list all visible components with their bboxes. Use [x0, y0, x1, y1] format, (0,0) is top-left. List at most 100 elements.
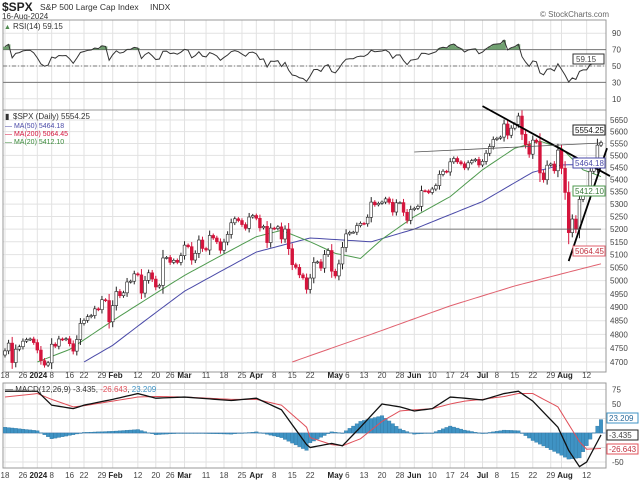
candle-body — [286, 228, 291, 250]
candle-body — [21, 340, 25, 348]
macd-histogram-bar — [491, 431, 496, 434]
candle-body — [143, 280, 147, 294]
candle — [154, 275, 158, 291]
x-tick-label: 15 — [510, 371, 519, 380]
macd-histogram-bar — [534, 432, 539, 443]
candle — [337, 259, 341, 281]
candle — [376, 201, 381, 207]
candle — [383, 196, 388, 205]
macd-histogram-bar — [196, 432, 201, 434]
candle — [179, 252, 183, 266]
macd-histogram-bar — [437, 430, 442, 434]
candle-body — [523, 133, 528, 145]
price-tick-label: 5350 — [610, 188, 628, 197]
candle-body — [265, 226, 269, 243]
macd-histogram-bar — [53, 432, 58, 439]
candle-body — [290, 248, 294, 266]
axes: 181826262024202488161622222929FebFeb1212… — [1, 29, 629, 480]
x-tick-label: 18 — [220, 371, 229, 380]
candle-body — [527, 144, 531, 155]
candle — [222, 238, 226, 254]
x-tick-label: 15 — [288, 371, 297, 380]
candle — [164, 256, 169, 260]
macd-histogram-bar — [85, 432, 90, 434]
candle — [118, 289, 122, 299]
x-tick-label: 22 — [528, 371, 537, 380]
candle-body — [373, 201, 377, 206]
candle-body — [186, 244, 190, 247]
macd-histogram-bar — [125, 430, 130, 434]
macd-histogram-bar — [390, 423, 395, 434]
candle — [538, 133, 542, 182]
x-tick-label: 16 — [65, 371, 74, 380]
candle-body — [484, 152, 488, 162]
macd-histogram-bar — [351, 425, 356, 434]
x-tick-label: Feb — [108, 471, 122, 480]
price-tick-label: 5450 — [610, 163, 628, 172]
candle — [107, 293, 111, 329]
candle — [480, 159, 485, 168]
x-tick-label: 12 — [133, 471, 142, 480]
candle-body — [251, 215, 255, 218]
candle — [566, 181, 571, 245]
candle-body — [32, 338, 36, 343]
candle-body — [243, 224, 248, 229]
candle — [520, 110, 524, 141]
macd-histogram-bar — [243, 432, 248, 434]
legend-ma200-text: MA(200) 5064.45 — [14, 131, 68, 138]
rsi-overbought-fill — [3, 40, 521, 50]
candle-body — [566, 192, 571, 233]
candle — [523, 130, 528, 149]
x-tick-label: 8 — [49, 371, 54, 380]
macd-histogram-bar — [150, 432, 155, 434]
macd-histogram-bar — [257, 432, 262, 434]
x-tick-label: 15 — [510, 471, 519, 480]
macd-histogram-bar — [512, 430, 517, 434]
candle — [326, 248, 330, 257]
candle — [211, 233, 215, 240]
candle-body — [78, 323, 83, 340]
x-tick-label: 28 — [395, 371, 404, 380]
ma200-tag-text: 5064.45 — [575, 247, 604, 256]
candle-body — [455, 158, 460, 163]
candle — [193, 250, 197, 264]
macd-histogram-bar — [566, 432, 571, 460]
x-tick-label: Mar — [177, 371, 191, 380]
candle — [405, 209, 409, 224]
macd-histogram-bar — [347, 428, 352, 434]
candle — [150, 269, 154, 282]
macd-histogram-bar — [484, 432, 489, 434]
price-tick-label: 4800 — [610, 330, 628, 339]
x-tick-label: Feb — [108, 371, 122, 380]
candle-body — [60, 338, 65, 341]
candle-body — [301, 274, 305, 279]
candle-body — [437, 174, 442, 186]
candle — [333, 268, 338, 279]
candle — [430, 186, 434, 195]
price-tick-label: 5600 — [610, 128, 628, 137]
candle-body — [229, 222, 233, 235]
ma50-line — [83, 163, 602, 363]
macd-histogram-bar — [480, 432, 485, 434]
macd-histogram-bar — [401, 430, 406, 434]
x-tick-label: 17 — [446, 471, 455, 480]
candle-body — [254, 215, 259, 219]
candle — [556, 143, 560, 178]
macd-histogram-bar — [189, 432, 194, 434]
candle-body — [470, 160, 474, 164]
price-tick-label: 4750 — [610, 344, 628, 353]
macd-histogram-bar — [272, 432, 277, 437]
candle-body — [330, 250, 334, 272]
candle — [6, 339, 11, 355]
candle-body — [139, 274, 144, 294]
ma20-tag: 5412.10 — [572, 185, 606, 197]
candle-body — [487, 146, 492, 154]
candle — [89, 313, 93, 319]
price-tick-label: 5550 — [610, 139, 628, 148]
candle-body — [315, 261, 320, 264]
x-tick-label: 15 — [288, 471, 297, 480]
macd-histogram-bar — [344, 430, 349, 434]
macd-histogram-bar — [222, 432, 226, 435]
signal-tag-text: -26.643 — [609, 445, 637, 454]
candle-body — [154, 278, 158, 288]
